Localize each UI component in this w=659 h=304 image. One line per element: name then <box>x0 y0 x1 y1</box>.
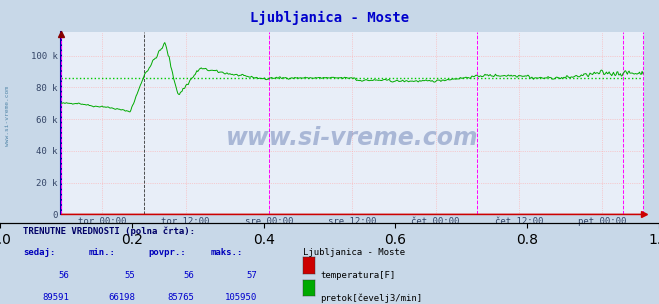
Text: www.si-vreme.com: www.si-vreme.com <box>5 85 11 146</box>
Text: sedaj:: sedaj: <box>23 248 55 257</box>
Text: min.:: min.: <box>89 248 116 257</box>
Text: povpr.:: povpr.: <box>148 248 186 257</box>
Text: 85765: 85765 <box>167 293 194 302</box>
Text: pretok[čevelj3/min]: pretok[čevelj3/min] <box>320 293 422 303</box>
Text: 56: 56 <box>184 271 194 280</box>
Text: 105950: 105950 <box>225 293 257 302</box>
Text: temperatura[F]: temperatura[F] <box>320 271 395 280</box>
Text: 56: 56 <box>59 271 69 280</box>
Text: Ljubljanica - Moste: Ljubljanica - Moste <box>303 248 405 257</box>
Text: TRENUTNE VREDNOSTI (polna črta):: TRENUTNE VREDNOSTI (polna črta): <box>23 226 195 236</box>
Text: 89591: 89591 <box>42 293 69 302</box>
Text: 55: 55 <box>125 271 135 280</box>
Text: Ljubljanica - Moste: Ljubljanica - Moste <box>250 11 409 25</box>
Text: 66198: 66198 <box>108 293 135 302</box>
Text: maks.:: maks.: <box>211 248 243 257</box>
Text: 57: 57 <box>246 271 257 280</box>
Text: www.si-vreme.com: www.si-vreme.com <box>226 126 478 150</box>
